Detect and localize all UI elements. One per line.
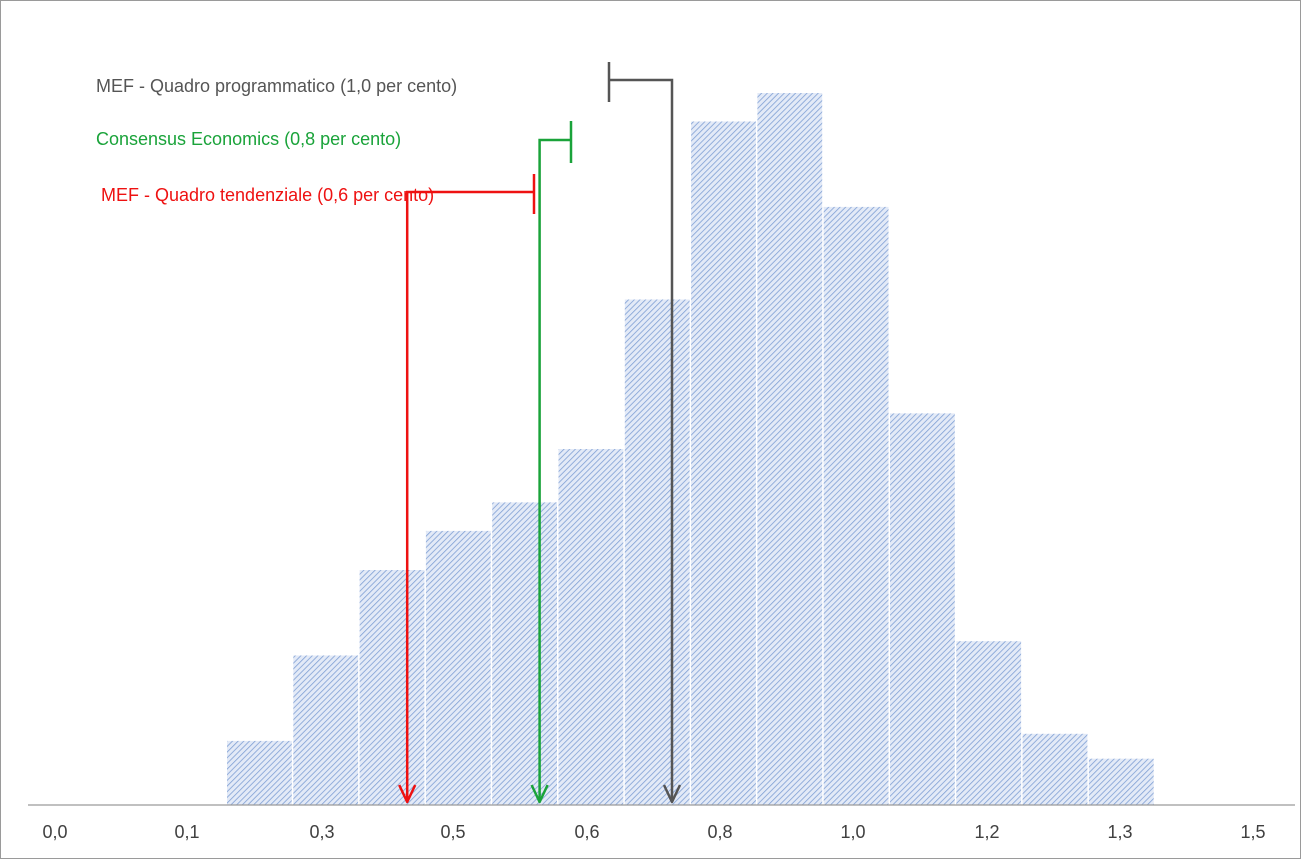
annotation-arrow-line (609, 78, 674, 801)
annotation-arrow-line (538, 138, 571, 801)
x-tick-label: 0,6 (574, 822, 599, 842)
x-tick-labels: 0,0 0,1 0,3 0,5 0,6 0,8 1,0 1,2 1,3 1,5 (42, 822, 1265, 842)
x-tick-label: 1,0 (840, 822, 865, 842)
annotation-label: Consensus Economics (0,8 per cento) (96, 129, 401, 149)
histogram-bar (359, 570, 425, 805)
annotation-arrow-line (405, 190, 534, 801)
histogram-bar (558, 449, 624, 805)
histogram-bar (227, 740, 292, 805)
x-tick-label: 0,1 (174, 822, 199, 842)
histogram-bar (691, 121, 756, 805)
annotation-label: MEF - Quadro tendenziale (0,6 per cento) (101, 185, 434, 205)
histogram-bar (624, 299, 690, 805)
x-tick-label: 0,5 (440, 822, 465, 842)
histogram-bar (1022, 733, 1088, 805)
x-tick-label: 0,0 (42, 822, 67, 842)
bars-group (227, 93, 1154, 805)
histogram-bar (492, 502, 557, 805)
annotations-group: MEF - Quadro programmatico (1,0 per cent… (96, 62, 682, 804)
x-tick-label: 1,5 (1240, 822, 1265, 842)
annotation-label: MEF - Quadro programmatico (1,0 per cent… (96, 76, 457, 96)
histogram-bar (425, 530, 491, 805)
histogram-bar (823, 206, 889, 805)
x-tick-label: 1,2 (974, 822, 999, 842)
histogram-bar (956, 641, 1022, 805)
annotation-arrow-head-icon (530, 784, 549, 804)
histogram-bar (293, 655, 359, 805)
annotation-arrow-head-icon (662, 784, 682, 804)
x-tick-label: 1,3 (1107, 822, 1132, 842)
x-tick-label: 0,8 (707, 822, 732, 842)
histogram-bar (757, 93, 823, 805)
histogram-bar (890, 413, 955, 805)
annotation-arrow-head-icon (398, 784, 417, 804)
histogram-bar (1088, 758, 1154, 805)
x-tick-label: 0,3 (309, 822, 334, 842)
